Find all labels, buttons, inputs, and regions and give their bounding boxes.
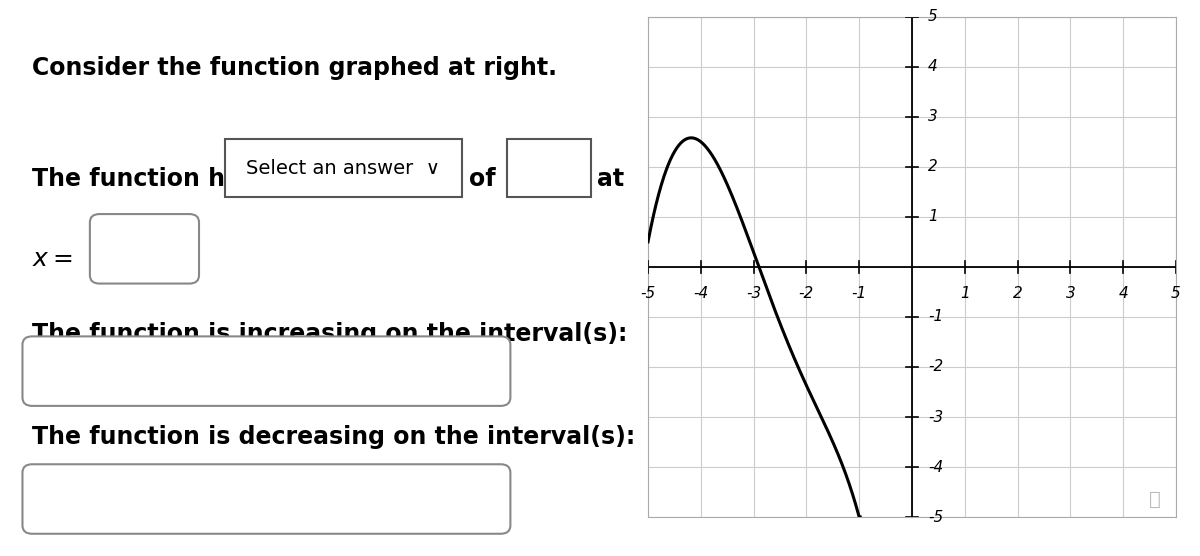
Text: 5: 5 bbox=[1171, 286, 1181, 301]
Text: Consider the function graphed at right.: Consider the function graphed at right. bbox=[32, 56, 557, 80]
Text: The function has a: The function has a bbox=[32, 167, 280, 191]
Text: 2: 2 bbox=[928, 160, 937, 174]
Text: -2: -2 bbox=[928, 360, 943, 374]
Text: -1: -1 bbox=[928, 310, 943, 324]
Text: 1: 1 bbox=[960, 286, 970, 301]
Text: Select an answer  ∨: Select an answer ∨ bbox=[246, 158, 440, 178]
Text: 2: 2 bbox=[1013, 286, 1022, 301]
FancyBboxPatch shape bbox=[224, 139, 462, 197]
Text: -3: -3 bbox=[928, 410, 943, 424]
Text: -4: -4 bbox=[928, 460, 943, 474]
Text: 🔍: 🔍 bbox=[1150, 490, 1160, 509]
Text: $x =$: $x =$ bbox=[32, 247, 73, 271]
Text: -5: -5 bbox=[641, 286, 655, 301]
Text: -3: -3 bbox=[746, 286, 761, 301]
Text: The function is decreasing on the interval(s):: The function is decreasing on the interv… bbox=[32, 425, 635, 449]
Text: 3: 3 bbox=[928, 110, 937, 124]
FancyBboxPatch shape bbox=[23, 336, 510, 406]
Text: 4: 4 bbox=[928, 59, 937, 74]
Text: -5: -5 bbox=[928, 510, 943, 524]
Text: of: of bbox=[469, 167, 496, 191]
Text: -2: -2 bbox=[799, 286, 814, 301]
Text: The function is increasing on the interval(s):: The function is increasing on the interv… bbox=[32, 322, 628, 346]
FancyBboxPatch shape bbox=[90, 214, 199, 284]
Text: -4: -4 bbox=[694, 286, 708, 301]
FancyBboxPatch shape bbox=[508, 139, 590, 197]
Text: -1: -1 bbox=[852, 286, 866, 301]
FancyBboxPatch shape bbox=[23, 464, 510, 534]
Text: 3: 3 bbox=[1066, 286, 1075, 301]
Text: 5: 5 bbox=[928, 9, 937, 24]
Text: at: at bbox=[598, 167, 624, 191]
Text: 4: 4 bbox=[1118, 286, 1128, 301]
Text: 1: 1 bbox=[928, 210, 937, 224]
